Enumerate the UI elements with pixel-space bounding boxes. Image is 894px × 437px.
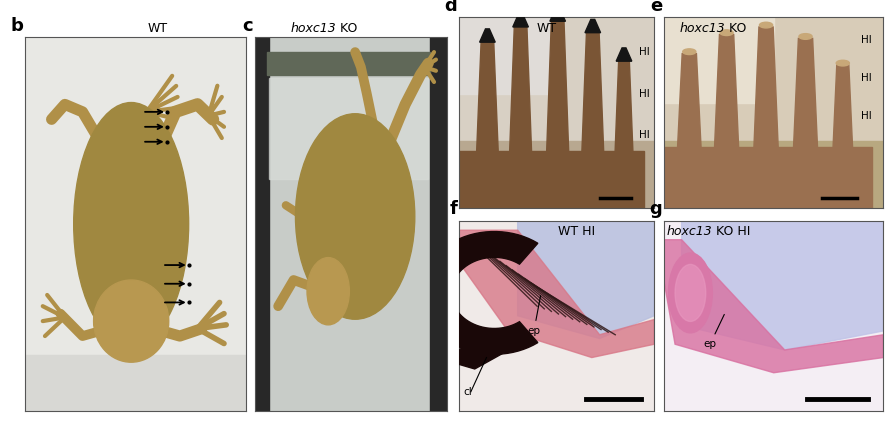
Text: hoxc13: hoxc13 — [679, 22, 725, 35]
Ellipse shape — [835, 60, 848, 66]
Polygon shape — [512, 14, 527, 27]
Polygon shape — [674, 54, 703, 198]
Polygon shape — [681, 221, 882, 350]
Text: hoxc13: hoxc13 — [666, 225, 712, 238]
Polygon shape — [579, 33, 604, 198]
Polygon shape — [585, 19, 600, 33]
Polygon shape — [663, 147, 872, 208]
Polygon shape — [474, 42, 500, 198]
Ellipse shape — [674, 264, 705, 322]
Polygon shape — [790, 38, 819, 198]
Text: ep: ep — [527, 296, 540, 336]
Text: ep: ep — [703, 315, 723, 349]
Bar — [459, 17, 556, 94]
Polygon shape — [459, 230, 654, 357]
Ellipse shape — [682, 49, 696, 55]
Ellipse shape — [73, 103, 189, 345]
Bar — [459, 141, 654, 208]
Bar — [663, 17, 772, 103]
Text: WT HI: WT HI — [557, 225, 595, 238]
Bar — [266, 52, 430, 75]
Polygon shape — [479, 29, 494, 42]
Bar — [430, 37, 447, 411]
Ellipse shape — [759, 22, 772, 28]
Bar — [663, 141, 882, 208]
Polygon shape — [459, 150, 644, 208]
Text: HI: HI — [860, 35, 872, 45]
Text: g: g — [649, 201, 662, 218]
Bar — [255, 37, 268, 411]
Polygon shape — [549, 8, 565, 21]
Text: HI: HI — [638, 47, 649, 57]
Text: f: f — [449, 201, 457, 218]
Text: e: e — [649, 0, 662, 15]
Text: WT: WT — [148, 22, 167, 35]
Ellipse shape — [307, 257, 349, 325]
Polygon shape — [663, 239, 882, 373]
Ellipse shape — [668, 253, 712, 333]
Text: HI: HI — [860, 73, 872, 83]
Polygon shape — [612, 61, 634, 198]
Polygon shape — [830, 65, 854, 198]
Text: KO: KO — [725, 22, 746, 35]
Text: d: d — [444, 0, 457, 15]
Text: KO: KO — [335, 22, 357, 35]
Ellipse shape — [295, 114, 414, 319]
Text: HI: HI — [638, 130, 649, 140]
Text: b: b — [11, 17, 23, 35]
Text: hoxc13: hoxc13 — [290, 22, 335, 35]
Polygon shape — [712, 35, 740, 198]
Ellipse shape — [719, 30, 732, 35]
Text: cl: cl — [462, 387, 471, 397]
Polygon shape — [508, 27, 533, 198]
Polygon shape — [419, 232, 537, 354]
Polygon shape — [544, 21, 569, 198]
Text: KO HI: KO HI — [712, 225, 750, 238]
Ellipse shape — [94, 280, 169, 362]
Polygon shape — [455, 339, 502, 369]
Text: c: c — [242, 17, 253, 35]
Polygon shape — [751, 27, 780, 198]
Ellipse shape — [798, 34, 811, 39]
Text: HI: HI — [860, 111, 872, 121]
Polygon shape — [517, 221, 654, 339]
Polygon shape — [615, 48, 631, 61]
Text: WT: WT — [536, 22, 556, 35]
Bar — [25, 355, 246, 411]
Bar — [268, 78, 427, 179]
Bar — [266, 37, 435, 411]
Text: HI: HI — [638, 89, 649, 98]
